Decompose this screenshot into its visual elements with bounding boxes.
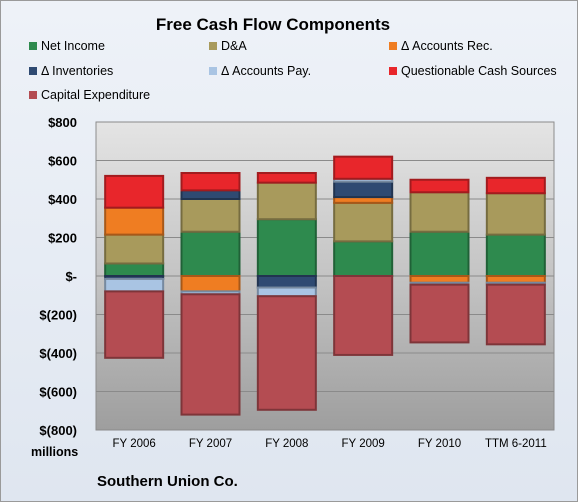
- x-tick-label: FY 2009: [342, 438, 385, 450]
- y-tick-label: $-: [65, 269, 77, 284]
- y-tick-label: $200: [48, 231, 77, 246]
- bar-segment-da: [333, 201, 394, 243]
- bar-segment-questionable: [333, 155, 394, 180]
- chart-title: Free Cash Flow Components: [155, 15, 391, 34]
- y-tick-label: $(200): [39, 308, 77, 323]
- x-axis-tick-labels: FY 2006 FY 2007 FY 2008 FY 2009 FY 2010 TTM 6…: [113, 438, 547, 450]
- units-label: millions: [31, 445, 79, 459]
- bar-segment-accounts-rec: [409, 275, 470, 284]
- legend-item-inventories: Δ Inventories: [29, 64, 113, 80]
- bar-segment-accounts-pay: [256, 286, 317, 298]
- y-tick-label: $600: [48, 154, 77, 169]
- y-tick-label: $800: [48, 115, 77, 130]
- y-axis-tick-labels: $(800) $(600) $(400) $(200) $- $200 $400 $600 $8…: [39, 115, 77, 438]
- bar-segment-questionable: [256, 172, 317, 184]
- company-name: Southern Union Co.: [97, 473, 238, 490]
- x-tick-label: FY 2007: [189, 438, 232, 450]
- legend-item-questionable: Questionable Cash Sources: [389, 64, 557, 80]
- bar-segment-accounts-rec: [485, 275, 546, 284]
- legend-label-da: D&A: [221, 39, 247, 53]
- bar-segment-inventories: [180, 189, 241, 200]
- bar-segment-inventories: [256, 275, 317, 289]
- legend-label-accounts-rec: Δ Accounts Rec.: [401, 39, 493, 53]
- y-tick-label: $400: [48, 192, 77, 207]
- bar-segment-net-income: [485, 233, 546, 278]
- legend-label-questionable: Questionable Cash Sources: [401, 64, 557, 78]
- legend-swatch-questionable: [389, 66, 397, 75]
- legend-swatch-net-income: [29, 41, 37, 50]
- bar-segment-questionable: [409, 178, 470, 194]
- legend-item-capex: Capital Expenditure: [29, 88, 150, 104]
- bar-segment-questionable: [180, 172, 241, 192]
- bar-segment-capex: [104, 290, 165, 359]
- bar-stacks: [104, 155, 546, 416]
- bar-segment-accounts-rec: [180, 275, 241, 293]
- bar-segment-net-income: [256, 218, 317, 277]
- bar-segment-da: [409, 191, 470, 233]
- bar-segment-capex: [333, 275, 394, 356]
- bar-segment-capex: [409, 283, 470, 344]
- legend-item-accounts-pay: Δ Accounts Pay.: [209, 64, 311, 80]
- bar-segment-questionable: [104, 174, 165, 209]
- bar-segment-da: [256, 181, 317, 221]
- legend-label-capex: Capital Expenditure: [41, 88, 151, 102]
- legend-swatch-accounts-rec: [389, 41, 397, 50]
- legend-label-inventories: Δ Inventories: [41, 64, 114, 78]
- bar-segment-net-income: [409, 230, 470, 278]
- bar-segment-accounts-rec: [104, 206, 165, 236]
- bar-segment-questionable: [485, 176, 546, 195]
- x-tick-label: FY 2006: [113, 438, 156, 450]
- legend-item-da: D&A: [209, 39, 247, 55]
- legend-swatch-accounts-pay: [209, 66, 217, 75]
- legend-swatch-inventories: [29, 66, 37, 75]
- bar-segment-da: [180, 198, 241, 233]
- legend-label-net-income: Net Income: [41, 39, 105, 53]
- x-tick-label: TTM 6-2011: [485, 438, 547, 450]
- bar-segment-capex: [256, 295, 317, 411]
- grid-lines: [96, 121, 554, 431]
- legend-item-accounts-rec: Δ Accounts Rec.: [389, 39, 493, 55]
- bar-segment-capex: [485, 283, 546, 346]
- legend-label-accounts-pay: Δ Accounts Pay.: [221, 64, 312, 78]
- y-tick-label: $(800): [39, 423, 77, 438]
- x-tick-label: FY 2010: [418, 438, 461, 450]
- bar-segment-net-income: [180, 230, 241, 278]
- legend-item-net-income: Net Income: [29, 39, 105, 55]
- y-tick-label: $(400): [39, 346, 77, 361]
- bar-segment-da: [104, 233, 165, 265]
- bar-segment-da: [485, 192, 546, 236]
- bar-segment-net-income: [333, 240, 394, 278]
- legend-swatch-da: [209, 41, 217, 50]
- bar-segment-capex: [180, 293, 241, 416]
- y-tick-label: $(600): [39, 385, 77, 400]
- bar-segment-accounts-pay: [104, 277, 165, 293]
- bar-segment-net-income: [104, 262, 165, 277]
- bar-segment-inventories: [333, 180, 394, 199]
- legend-swatch-capex: [29, 90, 37, 99]
- x-tick-label: FY 2008: [265, 438, 308, 450]
